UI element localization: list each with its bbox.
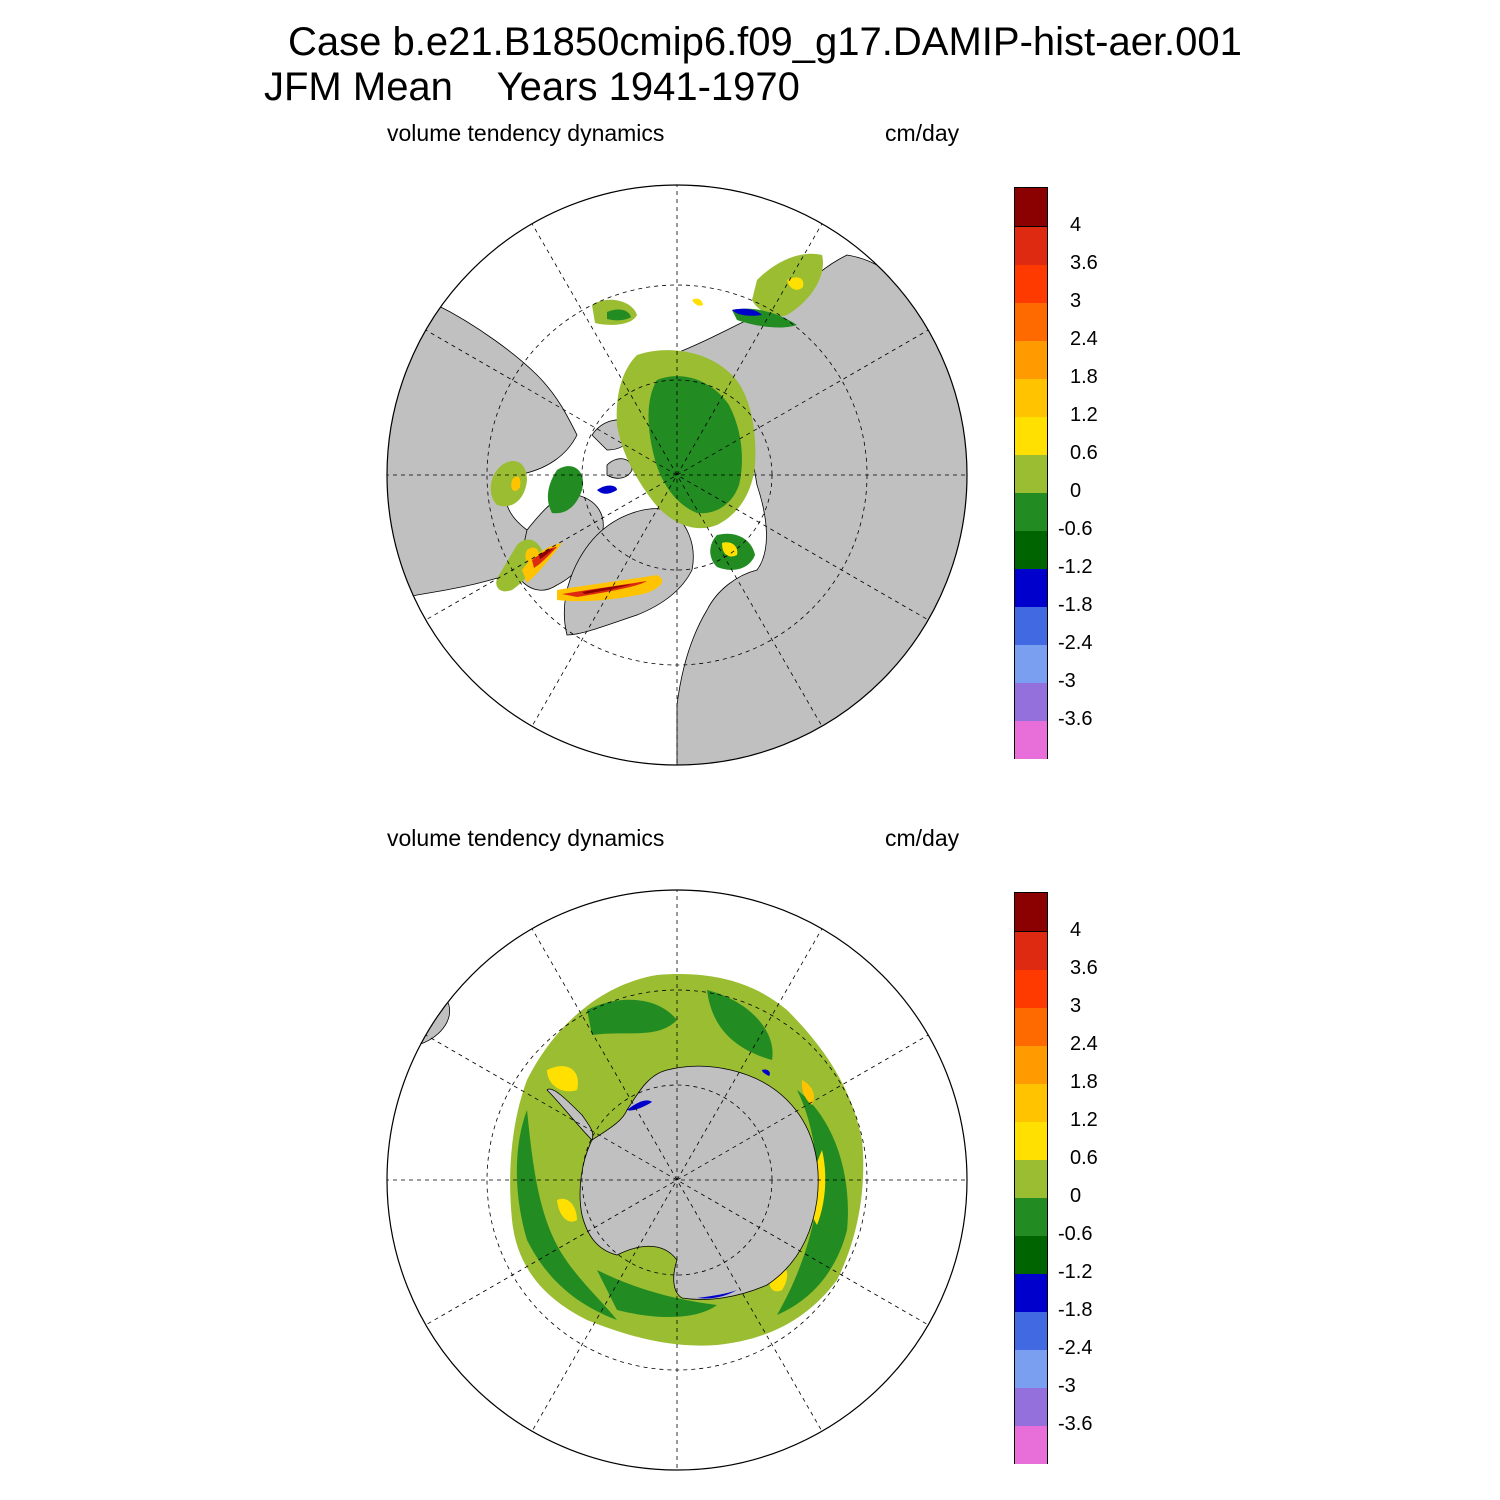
north-colorbar-tick-label: 1.2 <box>1070 404 1098 426</box>
south-colorbar-swatch <box>1015 1235 1047 1274</box>
north-colorbar-swatch <box>1015 454 1047 493</box>
north-colorbar: -3.6 -3 -2.4 -1.8 -1.2 -0.6 0 0.6 1.2 1.8 2.4 3 3.6 4 <box>1014 187 1124 759</box>
south-colorbar-swatch <box>1015 1007 1047 1046</box>
south-colorbar-tick-label: -2.4 <box>1058 1337 1093 1359</box>
north-colorbar-tick-label: 3.6 <box>1070 252 1098 274</box>
south-colorbar-tick-label: -0.6 <box>1058 1223 1093 1245</box>
south-colorbar-tick-label: -1.2 <box>1058 1261 1093 1283</box>
north-polar-map <box>386 184 968 766</box>
north-colorbar-swatch <box>1015 378 1047 417</box>
north-colorbar-frame <box>1014 187 1048 759</box>
south-colorbar-swatch <box>1015 931 1047 970</box>
north-colorbar-swatch <box>1015 264 1047 303</box>
north-colorbar-tick-label: 1.8 <box>1070 366 1098 388</box>
south-coastal-band <box>627 1069 770 1299</box>
north-colorbar-tick-label: -1.2 <box>1058 556 1093 578</box>
north-colorbar-swatch <box>1015 606 1047 645</box>
north-units-label: cm/day <box>885 120 960 146</box>
north-colorbar-swatch <box>1015 530 1047 569</box>
south-variable-label: volume tendency dynamics <box>387 825 665 851</box>
south-colorbar-tick-label: -3 <box>1058 1375 1076 1397</box>
north-colorbar-tick-label: 0.6 <box>1070 442 1098 464</box>
title-period-line: JFM Mean Years 1941-1970 <box>264 65 800 109</box>
south-colorbar-frame <box>1014 892 1048 1464</box>
south-colorbar-swatch <box>1015 893 1047 931</box>
south-map-boundary <box>386 889 968 1471</box>
south-colorbar-swatch <box>1015 1387 1047 1426</box>
north-variable-label: volume tendency dynamics <box>387 120 665 146</box>
south-colorbar-tick-label: 3.6 <box>1070 957 1098 979</box>
north-colorbar-swatch <box>1015 720 1047 759</box>
south-colorbar: -3.6 -3 -2.4 -1.8 -1.2 -0.6 0 0.6 1.2 1.8 2.4 3 3.6 4 <box>1014 892 1124 1464</box>
south-colorbar-tick-label: 1.2 <box>1070 1109 1098 1131</box>
north-colorbar-tick-label: 4 <box>1070 214 1082 236</box>
north-colorbar-swatch <box>1015 568 1047 607</box>
north-colorbar-tick-label: -2.4 <box>1058 632 1093 654</box>
north-colorbar-swatch <box>1015 302 1047 341</box>
north-map-boundary <box>386 184 968 766</box>
north-colorbar-tick-label: -3.6 <box>1058 708 1093 730</box>
north-colorbar-tick-label: 2.4 <box>1070 328 1098 350</box>
north-colorbar-tick-label: 3 <box>1070 290 1082 312</box>
south-colorbar-swatch <box>1015 969 1047 1008</box>
south-polar-map <box>386 889 968 1471</box>
south-colorbar-swatch <box>1015 1349 1047 1388</box>
north-colorbar-swatch <box>1015 226 1047 265</box>
south-colorbar-tick-label: 2.4 <box>1070 1033 1098 1055</box>
south-colorbar-tick-label: 4 <box>1070 919 1082 941</box>
north-colorbar-swatch <box>1015 340 1047 379</box>
south-colorbar-tick-label: 1.8 <box>1070 1071 1098 1093</box>
south-colorbar-swatch <box>1015 1311 1047 1350</box>
title-case-line: Case b.e21.B1850cmip6.f09_g17.DAMIP-hist… <box>288 20 1242 64</box>
north-land <box>387 254 967 765</box>
north-colorbar-tick-label: -0.6 <box>1058 518 1093 540</box>
north-colorbar-tick-label: -1.8 <box>1058 594 1093 616</box>
north-colorbar-swatch <box>1015 188 1047 226</box>
north-colorbar-tick-label: 0 <box>1070 480 1082 502</box>
north-colorbar-tick-label: -3 <box>1058 670 1076 692</box>
north-graticule <box>387 185 967 765</box>
south-colorbar-tick-label: -1.8 <box>1058 1299 1093 1321</box>
south-colorbar-tick-label: 0.6 <box>1070 1147 1098 1169</box>
south-units-label: cm/day <box>885 825 960 851</box>
south-colorbar-tick-label: 3 <box>1070 995 1082 1017</box>
south-colorbar-swatch <box>1015 1121 1047 1160</box>
south-colorbar-swatch <box>1015 1159 1047 1198</box>
south-colorbar-swatch <box>1015 1273 1047 1312</box>
north-colorbar-swatch <box>1015 416 1047 455</box>
south-colorbar-swatch <box>1015 1197 1047 1236</box>
south-colorbar-tick-label: -3.6 <box>1058 1413 1093 1435</box>
south-colorbar-swatch <box>1015 1425 1047 1464</box>
south-graticule <box>387 890 967 1470</box>
south-colorbar-swatch <box>1015 1045 1047 1084</box>
south-colorbar-swatch <box>1015 1083 1047 1122</box>
south-colorbar-tick-label: 0 <box>1070 1185 1082 1207</box>
north-colorbar-swatch <box>1015 682 1047 721</box>
north-colorbar-swatch <box>1015 492 1047 531</box>
north-colorbar-swatch <box>1015 644 1047 683</box>
